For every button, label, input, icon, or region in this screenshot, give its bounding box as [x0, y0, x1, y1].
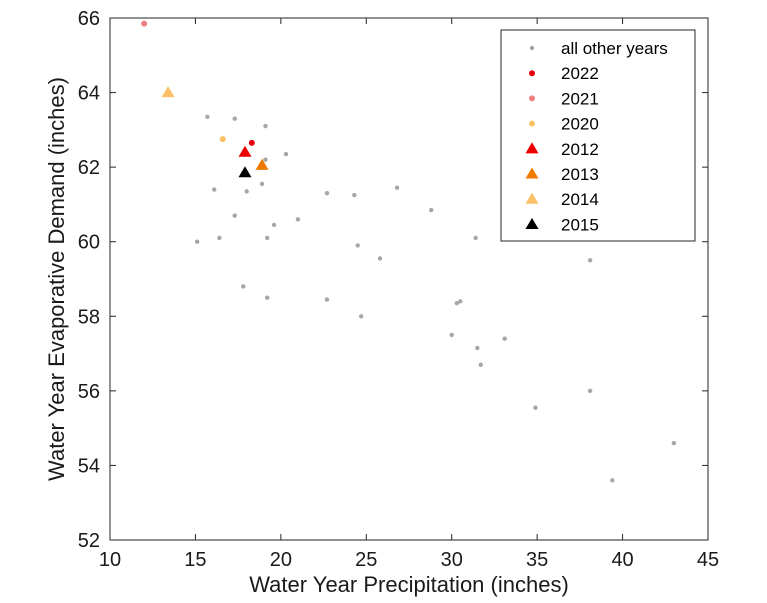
x-tick-label: 25 — [355, 549, 377, 571]
legend-marker-2022 — [529, 70, 535, 77]
point-2014 — [161, 86, 175, 98]
legend-label-2022: 2022 — [561, 64, 599, 83]
point-2013 — [255, 158, 269, 170]
point-all-other-years — [587, 258, 593, 263]
x-tick-label: 15 — [184, 549, 206, 571]
point-all-other-years — [533, 405, 538, 410]
point-all-other-years — [502, 336, 507, 341]
point-2015 — [238, 166, 252, 178]
point-all-other-years — [217, 235, 222, 241]
x-tick-label: 35 — [526, 549, 548, 571]
legend-marker-2015 — [525, 217, 539, 229]
point-all-other-years — [475, 345, 480, 351]
point-all-other-years — [232, 213, 237, 218]
point-all-other-years — [212, 187, 217, 192]
point-all-other-years — [205, 114, 210, 120]
y-tick-label: 62 — [78, 157, 100, 179]
legend-label-2021: 2021 — [561, 89, 599, 108]
legend-label-2020: 2020 — [561, 115, 599, 134]
y-tick-label: 54 — [78, 455, 100, 477]
y-tick-label: 64 — [78, 83, 100, 105]
axis-tick-labels: 10 15 20 25 30 35 40 45 52 54 56 58 60 62 64 66 — [78, 8, 719, 571]
point-all-other-years — [454, 301, 460, 306]
legend-marker-2020 — [529, 120, 535, 127]
point-all-other-years — [241, 284, 246, 289]
y-tick-label: 60 — [78, 232, 100, 254]
point-all-other-years — [194, 239, 200, 244]
point-all-other-years — [587, 388, 593, 394]
x-tick-label: 40 — [611, 549, 633, 571]
legend-marker-2012 — [525, 142, 539, 154]
point-2020 — [219, 136, 226, 143]
y-tick-label: 52 — [78, 530, 100, 552]
point-all-other-years — [264, 295, 270, 300]
point-all-other-years — [263, 157, 268, 162]
point-all-other-years — [264, 235, 270, 241]
y-tick-label: 56 — [78, 381, 100, 403]
point-all-other-years — [283, 151, 289, 157]
point-all-other-years — [473, 235, 478, 241]
legend-label-2015: 2015 — [561, 215, 599, 234]
y-tick-label: 58 — [78, 306, 100, 328]
legend-label-2014: 2014 — [561, 190, 599, 209]
point-all-other-years — [324, 297, 330, 302]
legend-marker-2013 — [525, 167, 539, 179]
x-tick-label: 30 — [441, 549, 463, 571]
point-all-other-years — [358, 314, 364, 319]
point-all-other-years — [232, 116, 237, 121]
legend-box — [500, 29, 696, 242]
point-2021 — [141, 20, 148, 27]
point-all-other-years — [355, 243, 360, 248]
point-all-other-years — [671, 440, 677, 446]
legend-marker-2021 — [529, 95, 535, 102]
point-all-other-years — [449, 332, 454, 338]
point-all-other-years — [377, 256, 383, 261]
point-all-other-years — [263, 123, 268, 129]
point-all-other-years — [324, 191, 330, 196]
point-all-other-years — [244, 189, 249, 194]
y-tick-label: 66 — [78, 8, 100, 30]
point-all-other-years — [458, 299, 463, 304]
point-all-other-years — [271, 222, 277, 228]
point-all-other-years — [259, 181, 265, 187]
point-all-other-years — [352, 192, 357, 198]
plot-frame — [109, 17, 709, 541]
legend-label-all-other-years: all other years — [561, 39, 668, 58]
x-tick-label: 20 — [270, 549, 292, 571]
x-tick-label: 45 — [697, 549, 719, 571]
legend-marker-all-other-years — [529, 45, 535, 51]
point-all-other-years — [295, 217, 301, 222]
legend: all other years 2022 2021 2020 2012 2013 2014 2… — [500, 29, 696, 242]
point-2022 — [248, 139, 255, 146]
point-all-other-years — [429, 207, 434, 213]
legend-marker-2014 — [525, 192, 539, 204]
point-all-other-years — [478, 362, 483, 367]
data-points — [141, 20, 677, 483]
x-tick-label: 10 — [99, 549, 121, 571]
point-all-other-years — [610, 478, 615, 483]
point-all-other-years — [394, 185, 400, 190]
x-axis-label: Water Year Precipitation (inches) — [249, 572, 569, 597]
legend-label-2012: 2012 — [561, 140, 599, 159]
point-2012 — [238, 145, 252, 157]
y-axis-label: Water Year Evaporative Demand (inches) — [44, 77, 69, 481]
legend-label-2013: 2013 — [561, 165, 599, 184]
